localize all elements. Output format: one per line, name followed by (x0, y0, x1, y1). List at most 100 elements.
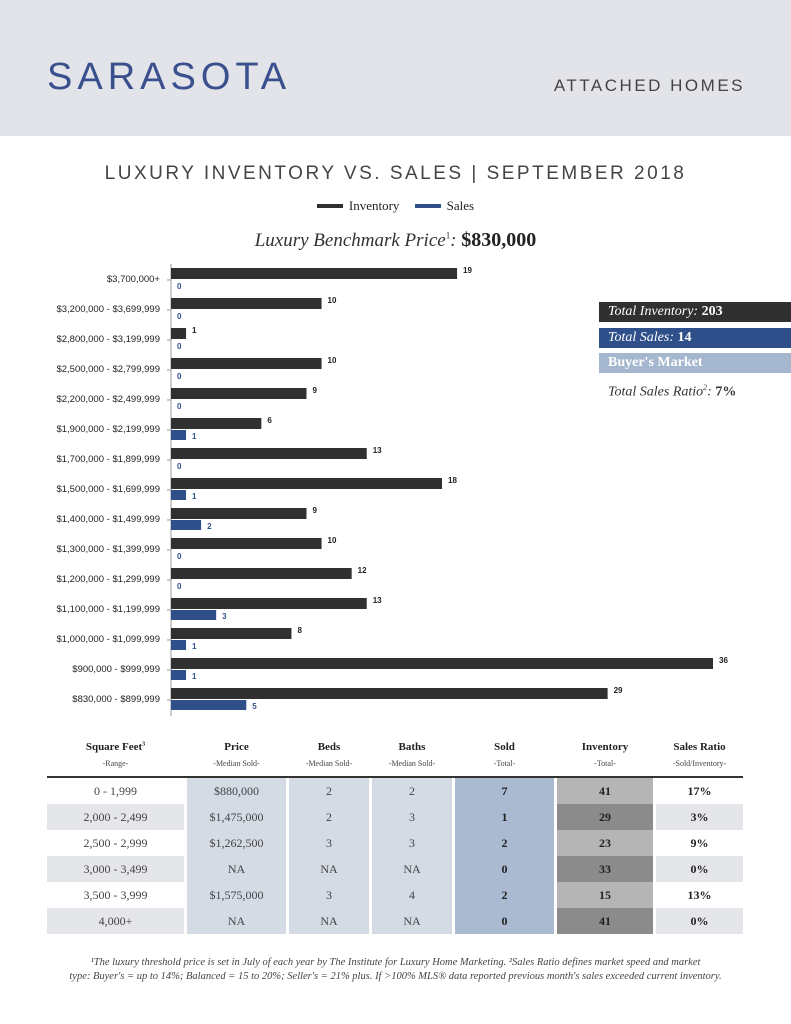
column-gap (452, 908, 455, 934)
category-label: $1,900,000 - $2,199,999 (56, 424, 160, 435)
inventory-value-label: 13 (373, 446, 382, 455)
cell-sqft: 2,000 - 2,499 (47, 804, 184, 830)
category-label: $1,300,000 - $1,399,999 (56, 544, 160, 555)
column-gap (653, 882, 656, 908)
column-header: Sold (455, 738, 554, 754)
inventory-value-label: 19 (463, 266, 472, 275)
inventory-swatch-icon (316, 204, 343, 208)
inventory-value-label: 9 (313, 506, 318, 515)
inventory-bar (171, 328, 187, 339)
inventory-bar (171, 628, 292, 639)
sales-bar (171, 610, 217, 620)
inventory-value-label: 9 (313, 386, 318, 395)
cell-price: NA (187, 908, 286, 934)
column-gap (452, 882, 455, 908)
category-label: $2,500,000 - $2,799,999 (56, 364, 160, 375)
column-subheader: -Sold/Inventory- (656, 754, 743, 778)
category-label: $3,700,000+ (107, 274, 161, 285)
column-subheader: -Median Sold- (289, 754, 369, 778)
column-gap (184, 882, 187, 908)
column-header-label: Square Feet (85, 741, 143, 753)
category-label: $830,000 - $899,999 (72, 694, 160, 705)
inventory-bar (171, 268, 458, 279)
sales-bar (171, 700, 247, 710)
category-label: $1,100,000 - $1,199,999 (56, 604, 160, 615)
column-header: Beds (289, 738, 369, 754)
footnote-line-1: ¹The luxury threshold price is set in Ju… (90, 957, 701, 968)
sales-value-label: 1 (192, 672, 197, 681)
column-gap (286, 804, 289, 830)
sales-value-label: 0 (177, 282, 182, 291)
sales-swatch-icon (414, 204, 441, 208)
sales-value-label: 1 (192, 492, 197, 501)
inventory-sales-bar-chart: $3,700,000+190$3,200,000 - $3,699,999100… (56, 264, 728, 716)
column-subheader: -Median Sold- (372, 754, 452, 778)
column-gap (369, 830, 372, 856)
cell-sqft: 0 - 1,999 (47, 777, 184, 804)
sales-ratio-value: 7% (715, 384, 737, 400)
column-gap (554, 856, 557, 882)
cell-baths: NA (372, 908, 452, 934)
city-name: SARASOTA (47, 56, 292, 98)
column-gap (452, 754, 455, 778)
column-gap (452, 804, 455, 830)
column-gap (184, 804, 187, 830)
cell-baths: 3 (372, 830, 452, 856)
cell-beds: NA (289, 856, 369, 882)
column-subheader: -Range- (47, 754, 184, 778)
column-header: Price (187, 738, 286, 754)
inventory-bar (171, 418, 262, 429)
column-gap (286, 754, 289, 778)
cell-sqft: 3,000 - 3,499 (47, 856, 184, 882)
inventory-value-label: 36 (719, 656, 728, 665)
sales-value-label: 0 (177, 462, 182, 471)
column-header-mark: 3 (142, 741, 146, 748)
cell-sqft: 2,500 - 2,999 (47, 830, 184, 856)
legend-inventory-label: Inventory (348, 198, 400, 213)
column-gap (554, 777, 557, 804)
category-label: $2,200,000 - $2,499,999 (56, 394, 160, 405)
benchmark-price: Luxury Benchmark Price1: $830,000 (254, 229, 537, 251)
cell-baths: 2 (372, 777, 452, 804)
inventory-bar (171, 688, 608, 699)
footnote-line-2: type: Buyer's = up to 14%; Balanced = 15… (69, 971, 722, 982)
column-header: Sales Ratio (656, 738, 743, 754)
cell-sold: 2 (455, 830, 554, 856)
cell-price: $1,262,500 (187, 830, 286, 856)
inventory-bar (171, 538, 322, 549)
cell-price: $880,000 (187, 777, 286, 804)
sales-value-label: 0 (177, 582, 182, 591)
column-gap (653, 830, 656, 856)
cell-inventory: 15 (557, 882, 653, 908)
chart-legend: Inventory Sales (0, 196, 791, 214)
category-label: $3,200,000 - $3,699,999 (56, 304, 160, 315)
cell-sqft: 3,500 - 3,999 (47, 882, 184, 908)
inventory-value-label: 8 (297, 626, 302, 635)
table-row: 2,500 - 2,999 $1,262,500 3 3 2 23 9% (47, 830, 743, 856)
sales-value-label: 0 (177, 342, 182, 351)
property-category: ATTACHED HOMES (553, 76, 745, 95)
column-gap (653, 754, 656, 778)
cell-sold: 7 (455, 777, 554, 804)
sales-value-label: 2 (207, 522, 212, 531)
column-header-label: Baths (398, 741, 426, 753)
column-gap (369, 754, 372, 778)
cell-price: $1,575,000 (187, 882, 286, 908)
category-label: $1,700,000 - $1,899,999 (56, 454, 160, 465)
column-gap (184, 856, 187, 882)
cell-sold: 1 (455, 804, 554, 830)
legend-item-inventory: Inventory (316, 198, 400, 214)
sales-value-label: 5 (252, 702, 257, 711)
total-sales-ratio: Total Sales Ratio2: 7% (608, 383, 737, 400)
column-gap (286, 830, 289, 856)
column-gap (369, 856, 372, 882)
square-feet-table: Square Feet3 Price Beds Baths Sold Inventory S… (47, 738, 743, 934)
column-gap (452, 830, 455, 856)
legend-sales-label: Sales (446, 198, 475, 213)
cell-sold: 0 (455, 908, 554, 934)
column-gap (286, 856, 289, 882)
column-gap (184, 908, 187, 934)
inventory-bar (171, 658, 713, 669)
page-header: SARASOTA ATTACHED HOMES (0, 0, 791, 136)
category-label: $1,000,000 - $1,099,999 (56, 634, 160, 645)
